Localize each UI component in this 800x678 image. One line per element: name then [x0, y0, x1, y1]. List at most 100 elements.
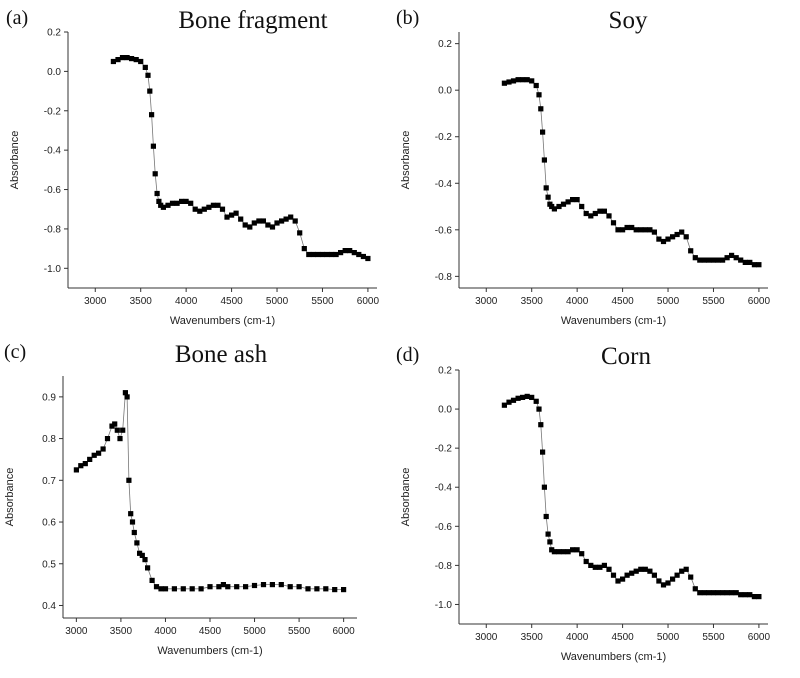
panel-b-data-point	[742, 259, 748, 265]
panel-a-x-tick-label: 4000	[175, 296, 198, 307]
panel-c-data-point	[114, 427, 120, 433]
panel-d-data-point	[556, 549, 562, 555]
panel-b-data-point	[536, 92, 542, 98]
panel-b-data-points	[501, 77, 762, 268]
panel-a-data-point	[154, 190, 160, 197]
panel-c-data-point	[220, 582, 226, 588]
panel-b-data-point	[642, 227, 648, 233]
panel-a-data-point	[192, 206, 198, 212]
panel-d-data-point	[606, 566, 612, 572]
panel-b-data-point	[679, 229, 685, 235]
panel-b-data-point	[674, 231, 680, 238]
panel-d-data-point	[549, 547, 555, 553]
panel-b-data-point	[597, 208, 603, 214]
panel-a-data-point	[152, 171, 158, 177]
panel-b-data-point	[715, 257, 721, 263]
panel-a-data-point	[306, 251, 312, 258]
panel-c-y-tick-label: 0.8	[42, 434, 56, 445]
panel-d-data-point	[724, 590, 730, 596]
panel-b-data-point	[729, 252, 735, 258]
panel-c-data-point	[171, 586, 177, 592]
panel-d-data-point	[665, 580, 671, 586]
panel-d-data-point	[506, 399, 512, 405]
panel-a-data-point	[174, 200, 180, 206]
panel-b-y-tick-label: -0.6	[435, 225, 453, 236]
panel-c-x-tick-label: 3500	[110, 626, 133, 637]
panel-a-data-point	[160, 204, 166, 210]
panel-c-data-point	[198, 586, 204, 592]
panel-c-data-point	[112, 421, 118, 427]
panel-a-y-tick-label: -0.6	[44, 185, 62, 196]
panel-b-data-point	[665, 236, 671, 242]
panel-c-data-point	[96, 450, 102, 456]
panel-b-data-point	[610, 220, 617, 226]
panel-b-data-point	[647, 227, 653, 233]
panel-b-data-point	[601, 208, 607, 214]
panel-d-data-point	[540, 449, 546, 455]
panel-c-data-point	[251, 582, 258, 589]
panel-c-data-point	[305, 586, 311, 592]
panel-d-data-point	[729, 590, 735, 596]
panel-a-data-point	[210, 202, 216, 208]
panel-c-data-point	[109, 423, 115, 429]
panel-b-data-point	[688, 248, 694, 254]
panel-d-data-point	[633, 568, 639, 574]
panel-d-data-point	[551, 549, 557, 555]
panel-d-data-point	[742, 592, 748, 598]
panel-b-axes	[458, 32, 768, 289]
panel-d-label: (d)	[396, 344, 419, 366]
panel-d-data-point	[601, 562, 607, 568]
panel-b-data-point	[529, 78, 535, 84]
panel-d-data-point	[683, 566, 689, 572]
panel-d-data-point	[679, 568, 685, 574]
panel-a-data-point	[156, 198, 162, 204]
panel-d-data-point	[624, 572, 630, 578]
panel-c-data-point	[137, 550, 143, 556]
panel-c-data-point	[104, 436, 111, 442]
panel-d-data-point	[660, 582, 667, 588]
panel-d-data-point	[543, 513, 549, 520]
panel-a-data-point	[251, 220, 257, 226]
panel-c-data-point	[234, 584, 240, 590]
panel-c-data-point	[296, 584, 302, 590]
panel-d-x-tick-label: 4500	[611, 632, 634, 643]
panel-d-data-point	[629, 570, 635, 576]
panel-b-ticks: 3000 3500 4000 4500 5000 5500 6000 -0.8 -0.6 -0.4…	[435, 39, 771, 307]
panel-c-data-point	[207, 584, 213, 590]
panel-d-data-point	[715, 590, 721, 596]
panel-a-data-point	[138, 58, 144, 65]
panel-a-data-point	[247, 224, 253, 230]
panel-a-axes	[67, 32, 377, 289]
panel-b-y-tick-label: -0.8	[435, 272, 453, 283]
panel-a-data-point	[283, 216, 289, 222]
panel-d-y-tick-label: 0.2	[438, 366, 452, 377]
panel-c-data-point	[87, 456, 93, 462]
panel-a-x-tick-label: 5000	[266, 296, 289, 307]
panel-d-y-tick-label: -0.6	[435, 522, 453, 533]
panel-c-data-points	[73, 390, 347, 593]
panel-c-title: Bone ash	[175, 341, 268, 368]
panel-a-data-point	[301, 246, 307, 252]
panel-c: (c) Bone ash Wavenumbers (cm-1) Absorban…	[4, 341, 357, 657]
panel-a-data-point	[333, 251, 339, 258]
panel-d-data-point	[538, 422, 544, 428]
panel-b-data-point	[543, 185, 549, 191]
panel-c-y-tick-label: 0.9	[42, 392, 56, 403]
panel-a-label: (a)	[6, 7, 28, 29]
panel-a-data-point	[179, 198, 185, 204]
panel-c-data-point	[129, 519, 136, 525]
panel-a-data-point	[206, 204, 212, 210]
panel-a-data-point	[110, 58, 116, 65]
panel-b-data-point	[751, 262, 757, 268]
panel-c-data-point	[269, 582, 275, 588]
panel-a-data-point	[129, 56, 135, 62]
panel-a-data-point	[338, 250, 344, 256]
panel-b-data-point	[651, 229, 657, 235]
panel-d-data-point	[574, 547, 580, 553]
panel-d-x-tick-label: 5000	[657, 632, 680, 643]
panel-a-data-point	[265, 222, 271, 228]
panel-b-data-point	[541, 157, 547, 163]
panel-c-x-tick-label: 5000	[243, 626, 266, 637]
panel-b-y-tick-label: -0.2	[435, 132, 453, 143]
